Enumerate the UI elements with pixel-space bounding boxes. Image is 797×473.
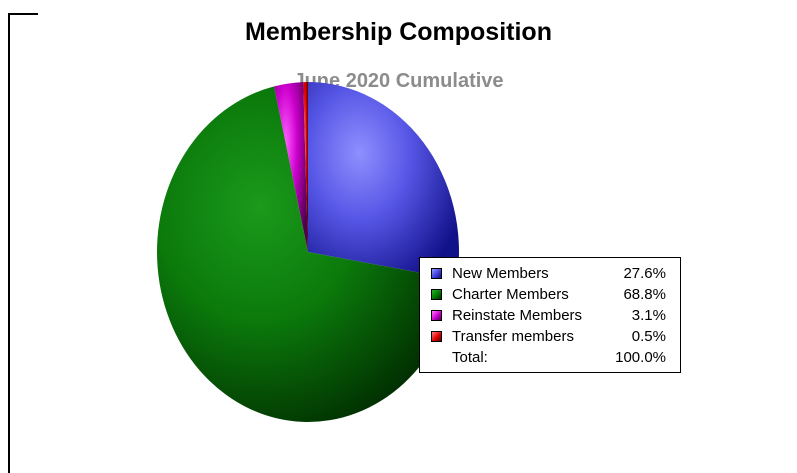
pie-slice-new-members — [308, 82, 460, 280]
legend-item-charter-members: Charter Members 68.8% — [420, 285, 680, 305]
legend-item-transfer-members: Transfer members 0.5% — [420, 327, 680, 347]
legend-item-new-members: New Members 27.6% — [420, 264, 680, 284]
legend-swatch-reinstate-members — [431, 310, 442, 321]
legend-label: Reinstate Members — [452, 307, 583, 324]
legend-swatch-new-members — [431, 268, 442, 279]
legend-label: New Members — [452, 265, 549, 282]
legend-label: Transfer members — [452, 328, 574, 345]
legend-swatch-charter-members — [431, 289, 442, 300]
legend-total-label: Total: — [452, 349, 488, 366]
pie-slice-charter-members — [157, 86, 457, 423]
pie-slices — [157, 81, 460, 423]
legend-value: 0.5% — [631, 328, 666, 345]
chart-title: Membership Composition — [245, 18, 552, 46]
legend-value: 27.6% — [623, 265, 666, 282]
legend-total-row: Total: 100.0% — [420, 348, 680, 368]
legend-value: 68.8% — [623, 286, 666, 303]
chart-subtitle: June 2020 Cumulative — [293, 70, 504, 92]
legend-value: 3.1% — [631, 307, 666, 324]
chart-frame-top-border — [8, 13, 38, 15]
legend-label: Charter Members — [452, 286, 569, 303]
legend-swatch-transfer-members — [431, 331, 442, 342]
legend-total-value: 100.0% — [615, 349, 666, 366]
pie-slice-transfer-members — [303, 81, 308, 252]
pie-slice-reinstate-members — [274, 82, 308, 252]
chart-legend: New Members 27.6% Charter Members 68.8% … — [419, 257, 681, 373]
chart-frame-left-border — [8, 13, 10, 473]
legend-item-reinstate-members: Reinstate Members 3.1% — [420, 306, 680, 326]
